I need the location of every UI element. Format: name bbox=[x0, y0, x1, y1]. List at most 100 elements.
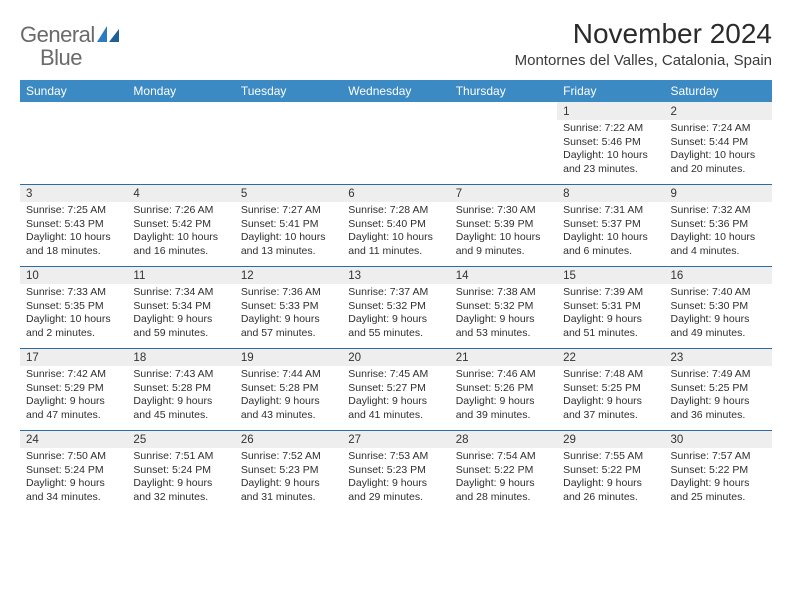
day-cell bbox=[450, 120, 557, 184]
logo-sail-icon bbox=[97, 26, 119, 47]
day-number: 25 bbox=[127, 430, 234, 448]
day-number: 23 bbox=[665, 348, 772, 366]
day-cell: Sunrise: 7:25 AM Sunset: 5:43 PM Dayligh… bbox=[20, 202, 127, 266]
daynum-row: 10111213141516 bbox=[20, 266, 772, 284]
day-number: 30 bbox=[665, 430, 772, 448]
day-number bbox=[20, 102, 127, 120]
day-number: 13 bbox=[342, 266, 449, 284]
day-number: 22 bbox=[557, 348, 664, 366]
day-content-row: Sunrise: 7:42 AM Sunset: 5:29 PM Dayligh… bbox=[20, 366, 772, 430]
logo-word1: General bbox=[20, 22, 95, 47]
day-number: 3 bbox=[20, 184, 127, 202]
weekday-header: Saturday bbox=[665, 80, 772, 102]
logo: General Blue bbox=[20, 18, 119, 70]
day-content-row: Sunrise: 7:22 AM Sunset: 5:46 PM Dayligh… bbox=[20, 120, 772, 184]
day-number: 29 bbox=[557, 430, 664, 448]
day-cell: Sunrise: 7:53 AM Sunset: 5:23 PM Dayligh… bbox=[342, 448, 449, 512]
header: General Blue November 2024 Montornes del… bbox=[20, 18, 772, 70]
day-number: 17 bbox=[20, 348, 127, 366]
day-cell: Sunrise: 7:24 AM Sunset: 5:44 PM Dayligh… bbox=[665, 120, 772, 184]
day-number bbox=[342, 102, 449, 120]
day-cell bbox=[342, 120, 449, 184]
weekday-header: Friday bbox=[557, 80, 664, 102]
day-number: 16 bbox=[665, 266, 772, 284]
day-number bbox=[127, 102, 234, 120]
calendar-table: Sunday Monday Tuesday Wednesday Thursday… bbox=[20, 80, 772, 512]
day-number: 20 bbox=[342, 348, 449, 366]
logo-text-block: General Blue bbox=[20, 24, 119, 70]
day-number bbox=[450, 102, 557, 120]
day-cell: Sunrise: 7:54 AM Sunset: 5:22 PM Dayligh… bbox=[450, 448, 557, 512]
location-text: Montornes del Valles, Catalonia, Spain bbox=[515, 52, 772, 69]
day-cell: Sunrise: 7:27 AM Sunset: 5:41 PM Dayligh… bbox=[235, 202, 342, 266]
weekday-header: Thursday bbox=[450, 80, 557, 102]
day-cell: Sunrise: 7:46 AM Sunset: 5:26 PM Dayligh… bbox=[450, 366, 557, 430]
day-cell: Sunrise: 7:31 AM Sunset: 5:37 PM Dayligh… bbox=[557, 202, 664, 266]
day-number: 11 bbox=[127, 266, 234, 284]
daynum-row: 24252627282930 bbox=[20, 430, 772, 448]
logo-word2: Blue bbox=[20, 45, 82, 70]
day-number: 24 bbox=[20, 430, 127, 448]
day-cell: Sunrise: 7:40 AM Sunset: 5:30 PM Dayligh… bbox=[665, 284, 772, 348]
day-cell: Sunrise: 7:28 AM Sunset: 5:40 PM Dayligh… bbox=[342, 202, 449, 266]
day-number: 7 bbox=[450, 184, 557, 202]
day-cell bbox=[127, 120, 234, 184]
day-content-row: Sunrise: 7:50 AM Sunset: 5:24 PM Dayligh… bbox=[20, 448, 772, 512]
day-cell: Sunrise: 7:34 AM Sunset: 5:34 PM Dayligh… bbox=[127, 284, 234, 348]
month-title: November 2024 bbox=[515, 18, 772, 50]
day-cell: Sunrise: 7:32 AM Sunset: 5:36 PM Dayligh… bbox=[665, 202, 772, 266]
daynum-row: 17181920212223 bbox=[20, 348, 772, 366]
day-cell: Sunrise: 7:57 AM Sunset: 5:22 PM Dayligh… bbox=[665, 448, 772, 512]
day-number: 5 bbox=[235, 184, 342, 202]
day-cell bbox=[20, 120, 127, 184]
day-content-row: Sunrise: 7:33 AM Sunset: 5:35 PM Dayligh… bbox=[20, 284, 772, 348]
day-cell: Sunrise: 7:48 AM Sunset: 5:25 PM Dayligh… bbox=[557, 366, 664, 430]
day-number: 6 bbox=[342, 184, 449, 202]
day-cell: Sunrise: 7:26 AM Sunset: 5:42 PM Dayligh… bbox=[127, 202, 234, 266]
day-cell: Sunrise: 7:52 AM Sunset: 5:23 PM Dayligh… bbox=[235, 448, 342, 512]
day-cell: Sunrise: 7:49 AM Sunset: 5:25 PM Dayligh… bbox=[665, 366, 772, 430]
day-number: 1 bbox=[557, 102, 664, 120]
day-number: 27 bbox=[342, 430, 449, 448]
day-cell: Sunrise: 7:39 AM Sunset: 5:31 PM Dayligh… bbox=[557, 284, 664, 348]
day-cell: Sunrise: 7:42 AM Sunset: 5:29 PM Dayligh… bbox=[20, 366, 127, 430]
day-cell: Sunrise: 7:51 AM Sunset: 5:24 PM Dayligh… bbox=[127, 448, 234, 512]
day-cell: Sunrise: 7:43 AM Sunset: 5:28 PM Dayligh… bbox=[127, 366, 234, 430]
day-content-row: Sunrise: 7:25 AM Sunset: 5:43 PM Dayligh… bbox=[20, 202, 772, 266]
day-cell: Sunrise: 7:30 AM Sunset: 5:39 PM Dayligh… bbox=[450, 202, 557, 266]
day-cell bbox=[235, 120, 342, 184]
day-number: 21 bbox=[450, 348, 557, 366]
day-number: 14 bbox=[450, 266, 557, 284]
day-number: 10 bbox=[20, 266, 127, 284]
day-number: 19 bbox=[235, 348, 342, 366]
day-number bbox=[235, 102, 342, 120]
day-cell: Sunrise: 7:33 AM Sunset: 5:35 PM Dayligh… bbox=[20, 284, 127, 348]
day-cell: Sunrise: 7:45 AM Sunset: 5:27 PM Dayligh… bbox=[342, 366, 449, 430]
daynum-row: 3456789 bbox=[20, 184, 772, 202]
weekday-header-row: Sunday Monday Tuesday Wednesday Thursday… bbox=[20, 80, 772, 102]
day-number: 15 bbox=[557, 266, 664, 284]
daynum-row: 12 bbox=[20, 102, 772, 120]
day-number: 26 bbox=[235, 430, 342, 448]
day-cell: Sunrise: 7:22 AM Sunset: 5:46 PM Dayligh… bbox=[557, 120, 664, 184]
day-cell: Sunrise: 7:36 AM Sunset: 5:33 PM Dayligh… bbox=[235, 284, 342, 348]
day-number: 28 bbox=[450, 430, 557, 448]
day-number: 2 bbox=[665, 102, 772, 120]
day-cell: Sunrise: 7:38 AM Sunset: 5:32 PM Dayligh… bbox=[450, 284, 557, 348]
day-cell: Sunrise: 7:50 AM Sunset: 5:24 PM Dayligh… bbox=[20, 448, 127, 512]
day-number: 18 bbox=[127, 348, 234, 366]
weekday-header: Wednesday bbox=[342, 80, 449, 102]
weekday-header: Sunday bbox=[20, 80, 127, 102]
day-number: 9 bbox=[665, 184, 772, 202]
title-block: November 2024 Montornes del Valles, Cata… bbox=[515, 18, 772, 69]
day-cell: Sunrise: 7:44 AM Sunset: 5:28 PM Dayligh… bbox=[235, 366, 342, 430]
day-number: 12 bbox=[235, 266, 342, 284]
weekday-header: Monday bbox=[127, 80, 234, 102]
day-cell: Sunrise: 7:37 AM Sunset: 5:32 PM Dayligh… bbox=[342, 284, 449, 348]
calendar-body: 12Sunrise: 7:22 AM Sunset: 5:46 PM Dayli… bbox=[20, 102, 772, 512]
calendar-page: General Blue November 2024 Montornes del… bbox=[0, 0, 792, 522]
day-number: 8 bbox=[557, 184, 664, 202]
weekday-header: Tuesday bbox=[235, 80, 342, 102]
day-cell: Sunrise: 7:55 AM Sunset: 5:22 PM Dayligh… bbox=[557, 448, 664, 512]
day-number: 4 bbox=[127, 184, 234, 202]
